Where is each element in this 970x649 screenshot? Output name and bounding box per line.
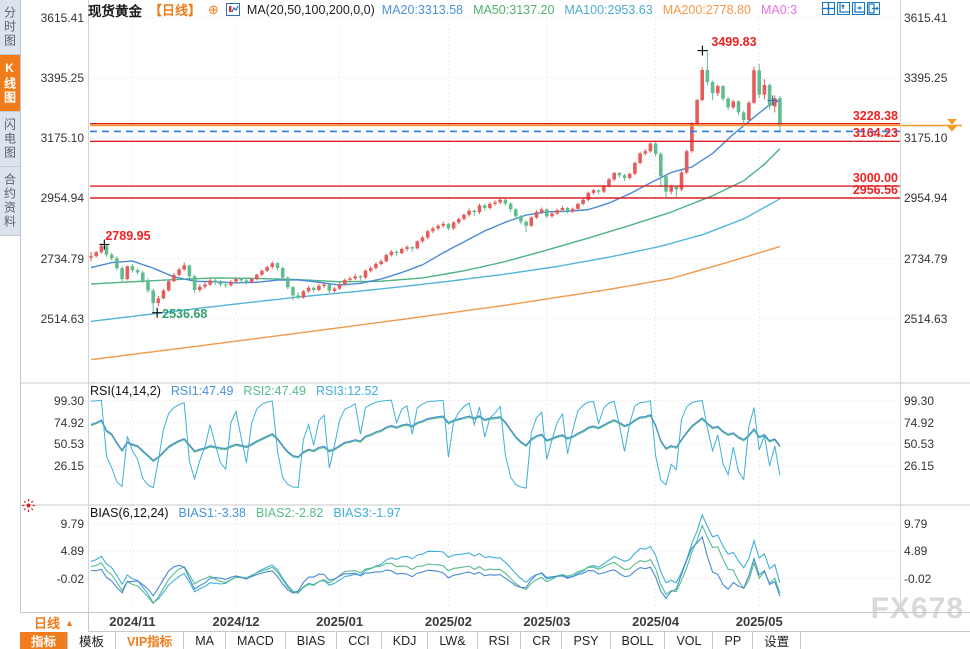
chart-header: 现货黄金 【日线】 ⊕ MA(20,50,100,200,0,0) MA20:3… [88,1,807,19]
date-label: 2025/05 [735,614,783,629]
main-y-axis-left: 2734.79 [40,251,84,266]
toolbar-item-指标[interactable]: 指标 [20,632,69,649]
bias-y-axis-right: 9.79 [904,516,928,531]
bias-y-axis-right: 4.89 [904,543,928,558]
ma-legend-value: MA50:3137.20 [473,2,555,17]
date-label: 2025/03 [523,614,571,629]
date-label: 2024/12 [212,614,260,629]
high-price-label: 3499.83 [711,35,757,50]
bias-y-axis-left: -0.02 [56,571,84,586]
toolbar-item-BOLL[interactable]: BOLL [611,632,666,649]
main-y-axis-right: 3175.10 [904,131,948,146]
rsi-y-axis-left: 74.92 [53,415,84,430]
period-selector-label: 日线 [34,616,61,631]
toolbar-item-PP[interactable]: PP [713,632,754,649]
sidebar-tab-3[interactable]: 合约资料 [0,167,20,236]
hline-price-label: 2956.56 [852,183,898,197]
rsi-legend-value: RSI1:47.49 [170,384,234,398]
toolbar-item-设置[interactable]: 设置 [753,632,802,649]
period-selector[interactable]: 日线 ▲ [20,613,89,632]
caret-up-icon: ▲ [65,617,74,628]
toolbar-item-VOL[interactable]: VOL [665,632,714,649]
main-y-axis-left: 2954.94 [40,191,84,206]
bias-y-axis-left: 4.89 [60,543,84,558]
ma-legend-value: MA20:3313.58 [381,2,464,17]
scale-left-icon[interactable] [837,2,850,15]
add-circle-icon[interactable]: ⊕ [208,2,219,17]
rsi-y-axis-left: 99.30 [53,393,84,408]
main-y-axis-left: 3395.25 [40,71,84,86]
bias-y-axis-right: -0.02 [904,571,932,586]
rsi-y-axis-right: 74.92 [904,415,935,430]
rsi-panel-title: RSI(14,14,2) RSI1:47.49 RSI2:47.49 RSI3:12.… [90,384,399,398]
ma-formula: MA(20,50,100,200,0,0) [246,2,375,17]
hline-price-label: 3000.00 [852,171,898,186]
left-high-price-label: 2789.95 [105,229,151,244]
toolbar-item-BIAS[interactable]: BIAS [286,632,338,649]
main-y-axis-right: 3615.41 [904,11,948,25]
date-label: 2025/04 [632,614,680,629]
kline-mini-icon[interactable] [225,3,240,16]
toolbar-item-MA[interactable]: MA [184,632,226,649]
toolbar-item-LW&[interactable]: LW& [428,632,478,649]
sidebar: 分时图 K线图 闪电图 合约资料 [0,0,21,649]
bias-y-axis-left: 9.79 [60,516,84,531]
sidebar-tab-2[interactable]: 闪电图 [0,112,20,167]
ma-legend-value: MA200:2778.80 [662,2,751,17]
rsi-formula: RSI(14,14,2) [90,384,161,398]
crosshair-icon[interactable] [822,2,835,15]
chart-window-icons [822,2,880,15]
main-y-axis-left: 2514.63 [40,311,84,326]
toolbar-item-CCI[interactable]: CCI [337,632,382,649]
main-y-axis-left: 3615.41 [40,11,84,25]
sidebar-tab-1[interactable]: K线图 [0,55,20,112]
rsi-y-axis-right: 50.53 [904,437,935,452]
toolbar-item-模板[interactable]: 模板 [68,632,117,649]
rsi-y-axis-right: 26.15 [904,459,935,474]
alert-sun-icon[interactable] [21,498,36,518]
scale-right-icon[interactable] [852,2,865,15]
rsi-legend-value: RSI3:12.52 [315,384,379,398]
toolbar-item-RSI[interactable]: RSI [478,632,522,649]
sidebar-tab-0[interactable]: 分时图 [0,0,20,55]
toolbar-item-MACD[interactable]: MACD [226,632,286,649]
main-y-axis-right: 3395.25 [904,71,948,86]
date-label: 2025/01 [316,614,364,629]
toolbar-item-CR[interactable]: CR [521,632,563,649]
date-label: 2025/02 [424,614,472,629]
bias-legend-value: BIAS1:-3.38 [178,506,246,520]
toolbar-item-PSY[interactable]: PSY [562,632,611,649]
main-y-axis-left: 3175.10 [40,131,84,146]
hline-price-label: 3228.38 [852,108,898,123]
low-price-label: 2536.68 [162,306,208,321]
date-axis-row: 日线 ▲ 2024/11 2024/12 2025/01 2025/02 2025/03… [20,612,970,632]
collapse-panel-icon[interactable] [867,2,880,15]
main-y-axis-right: 2954.94 [904,191,948,206]
ma-legend: MA20:3313.58 MA50:3137.20 MA100:2953.63 MA2… [382,1,807,19]
bias-legend-value: BIAS3:-1.97 [333,506,401,520]
bias-panel-title: BIAS(6,12,24) BIAS1:-3.38 BIAS2:-2.82 BIAS3… [90,506,421,520]
indicator-toolbar: 指标 模板 VIP指标 MA MACD BIAS CCI KDJ LW& RSI CR PSY BOLL… [20,632,970,649]
rsi-y-axis-left: 26.15 [53,459,84,474]
main-y-axis-right: 2514.63 [904,311,948,326]
fx678-watermark: FX678 [870,592,964,625]
rsi-y-axis-left: 50.53 [53,437,84,452]
toolbar-item-VIP指标[interactable]: VIP指标 [116,632,185,649]
main-y-axis-right: 2734.79 [904,251,948,266]
rsi-legend-value: RSI2:47.49 [243,384,306,398]
ma-legend-value: MA0:3 [760,2,798,17]
ma-legend-value: MA100:2953.63 [564,2,653,17]
rsi-y-axis-right: 99.30 [904,393,935,408]
bias-legend-value: BIAS2:-2.82 [255,506,324,520]
period-tag: 【日线】 [149,3,202,18]
symbol-title: 现货黄金 [88,3,142,19]
date-label: 2024/11 [109,614,156,629]
hline-price-label: 3164.23 [852,126,898,141]
bias-formula: BIAS(6,12,24) [90,506,169,520]
toolbar-item-KDJ[interactable]: KDJ [382,632,429,649]
